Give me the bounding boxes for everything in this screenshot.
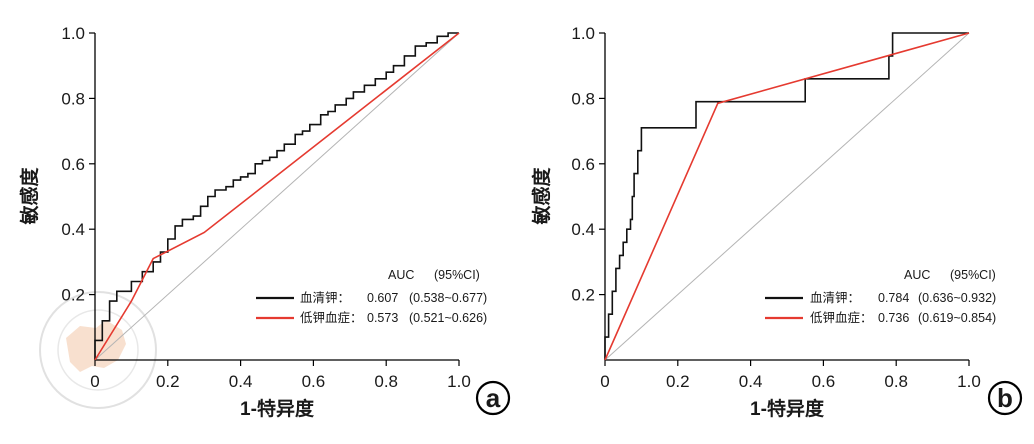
- legend: AUC (95%CI) 血清钾： 0.607 (0.538~0.677) 低钾血…: [256, 268, 487, 325]
- legend-auc-header: AUC: [388, 268, 414, 282]
- y-tick-label: 0.4: [61, 220, 85, 239]
- panel-badge-label: b: [997, 383, 1013, 413]
- x-tick-label: 0.8: [884, 372, 908, 391]
- y-tick-label: 0.8: [571, 89, 595, 108]
- x-ticks: 0 0.2 0.4 0.6 0.8 1.0: [90, 360, 471, 391]
- panel-badge-label: a: [486, 383, 501, 413]
- y-tick-label: 0.4: [571, 220, 595, 239]
- y-tick-label: 1.0: [571, 24, 595, 43]
- y-ticks: 0.2 0.4 0.6 0.8 1.0: [61, 24, 95, 305]
- legend-auc-hypokalemia: 0.736: [878, 311, 909, 325]
- watermark-map-icon: [66, 320, 126, 372]
- legend-auc-serum-potassium: 0.784: [878, 291, 909, 305]
- y-tick-label: 0.6: [61, 155, 85, 174]
- roc-chart-b: 0 0.2 0.4 0.6 0.8 1.0 0.2 0.4 0.6 0.8 1.0 1-特异度 敏…: [530, 24, 1023, 420]
- legend-ci-serum-potassium: (0.538~0.677): [409, 291, 487, 305]
- legend-ci-header: (95%CI): [434, 268, 480, 282]
- x-tick-label: 0.4: [229, 372, 253, 391]
- legend-auc-serum-potassium: 0.607: [367, 291, 398, 305]
- legend-ci-header: (95%CI): [950, 268, 996, 282]
- x-tick-label: 0.6: [812, 372, 836, 391]
- x-tick-label: 1.0: [957, 372, 981, 391]
- legend-auc-hypokalemia: 0.573: [367, 311, 398, 325]
- panel-badge: a: [475, 380, 511, 416]
- x-axis-title: 1-特异度: [750, 397, 825, 420]
- legend-label-serum-potassium: 血清钾：: [300, 291, 350, 305]
- y-ticks: 0.2 0.4 0.6 0.8 1.0: [571, 24, 605, 305]
- panel-badge-circle: [987, 380, 1023, 416]
- series-line-hypokalemia: [604, 32, 970, 361]
- legend-label-hypokalemia: 低钾血症：: [810, 310, 873, 325]
- series-line-serum-potassium: [94, 32, 459, 360]
- plot-area: [604, 32, 970, 361]
- panel-badge: b: [987, 380, 1023, 416]
- y-tick-label: 1.0: [61, 24, 85, 43]
- x-tick-label: 0: [600, 372, 609, 391]
- legend-ci-hypokalemia: (0.619~0.854): [918, 311, 996, 325]
- legend-ci-serum-potassium: (0.636~0.932): [918, 291, 996, 305]
- series-line-hypokalemia: [94, 32, 460, 361]
- y-tick-label: 0.2: [571, 286, 595, 305]
- y-axis-title: 敏感度: [530, 167, 553, 226]
- x-axis-title: 1-特异度: [240, 397, 315, 420]
- x-tick-label: 1.0: [447, 372, 471, 391]
- watermark-ring-inner: [57, 309, 139, 391]
- x-ticks: 0 0.2 0.4 0.6 0.8 1.0: [600, 360, 981, 391]
- roc-chart-a: 0 0.2 0.4 0.6 0.8 1.0 0.2 0.4 0.6 0.8 1.0 1-特异度 敏…: [18, 24, 511, 420]
- y-axis-title: 敏感度: [18, 167, 41, 226]
- legend-ci-hypokalemia: (0.521~0.626): [409, 311, 487, 325]
- panel-badge-circle: [475, 380, 511, 416]
- x-tick-label: 0.6: [302, 372, 326, 391]
- x-tick-label: 0.2: [666, 372, 690, 391]
- plot-area: [94, 32, 460, 361]
- x-tick-label: 0.2: [156, 372, 180, 391]
- x-tick-label: 0.4: [739, 372, 763, 391]
- y-tick-label: 0.8: [61, 89, 85, 108]
- x-tick-label: 0: [90, 372, 99, 391]
- legend-label-serum-potassium: 血清钾：: [810, 291, 860, 305]
- reference-diagonal: [604, 32, 970, 361]
- reference-diagonal: [94, 32, 460, 361]
- legend-label-hypokalemia: 低钾血症：: [300, 310, 363, 325]
- legend-auc-header: AUC: [904, 268, 930, 282]
- watermark-ring-outer: [39, 291, 157, 409]
- legend: AUC (95%CI) 血清钾： 0.784 (0.636~0.932) 低钾血…: [765, 268, 996, 325]
- y-tick-label: 0.6: [571, 155, 595, 174]
- x-tick-label: 0.8: [374, 372, 398, 391]
- series-line-serum-potassium: [604, 32, 969, 360]
- y-tick-label: 0.2: [61, 286, 85, 305]
